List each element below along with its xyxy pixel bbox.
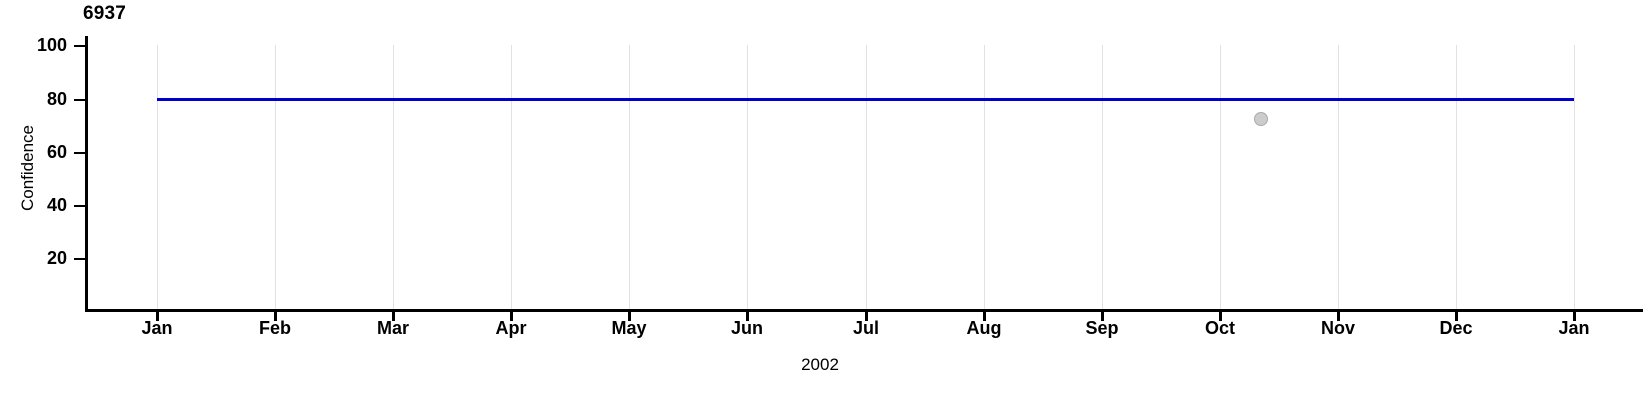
x-tick-label-2: Mar [376, 318, 410, 338]
x-tick-label-4: May [611, 318, 647, 338]
x-tick-label-5: Jun [730, 318, 764, 338]
gridline-mar [393, 45, 394, 310]
gridline-jun [747, 45, 748, 310]
x-tick-label-7: Aug [966, 318, 1002, 338]
x-tick-9 [1219, 312, 1222, 321]
x-tick-10 [1337, 312, 1340, 321]
x-tick-label-8: Sep [1085, 318, 1119, 338]
x-tick-6 [865, 312, 868, 321]
gridline-aug [984, 45, 985, 310]
gridline-jan-next [1574, 45, 1575, 310]
x-axis-line [85, 309, 1643, 312]
chart-title: 6937 [83, 3, 127, 24]
x-tick-label-10: Nov [1320, 318, 1356, 338]
x-tick-label-0: Jan [141, 318, 173, 338]
gridline-may [629, 45, 630, 310]
gridline-jul [866, 45, 867, 310]
x-tick-label-9: Oct [1204, 318, 1236, 338]
data-point-observation [1254, 112, 1268, 126]
x-tick-label-12: Jan [1558, 318, 1590, 338]
y-tick-label-100: 100 [36, 35, 67, 55]
x-tick-1 [274, 312, 277, 321]
y-axis-line [85, 36, 88, 311]
x-tick-3 [510, 312, 513, 321]
x-tick-0 [156, 312, 159, 321]
y-tick-80 [74, 99, 85, 101]
x-tick-label-6: Jul [852, 318, 880, 338]
y-tick-20 [74, 258, 85, 260]
x-tick-12 [1573, 312, 1576, 321]
gridline-sep [1102, 45, 1103, 310]
y-tick-60 [74, 152, 85, 154]
y-tick-40 [74, 205, 85, 207]
x-tick-11 [1455, 312, 1458, 321]
gridline-dec [1456, 45, 1457, 310]
threshold-line [157, 98, 1574, 101]
x-tick-label-11: Dec [1439, 318, 1473, 338]
x-tick-label-3: Apr [495, 318, 527, 338]
x-tick-2 [392, 312, 395, 321]
x-tick-label-1: Feb [258, 318, 292, 338]
x-tick-7 [983, 312, 986, 321]
gridline-jan [157, 45, 158, 310]
x-tick-8 [1101, 312, 1104, 321]
y-tick-label-40: 40 [46, 195, 67, 215]
y-tick-label-20: 20 [46, 248, 67, 268]
y-axis-title: Confidence [18, 125, 37, 212]
x-axis-title: 2002 [801, 355, 839, 374]
y-tick-label-80: 80 [46, 89, 67, 109]
gridline-nov [1338, 45, 1339, 310]
x-tick-5 [746, 312, 749, 321]
y-tick-label-60: 60 [46, 142, 67, 162]
gridline-apr [511, 45, 512, 310]
y-tick-100 [74, 45, 85, 47]
gridline-feb [275, 45, 276, 310]
x-tick-4 [628, 312, 631, 321]
gridline-oct [1220, 45, 1221, 310]
